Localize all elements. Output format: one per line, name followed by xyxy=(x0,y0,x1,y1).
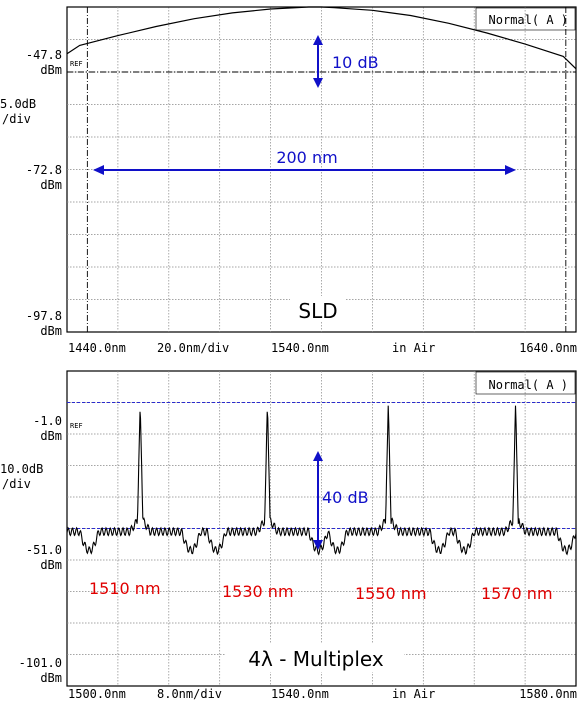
sld-200nm-arrow-head-left xyxy=(93,165,104,175)
mux-xtick-end: 1580.0nm xyxy=(519,687,577,701)
mux-scale-unit: /div xyxy=(2,477,31,491)
mux-40db-arrow-head-down xyxy=(313,540,323,550)
sld-spectrum-chart: Normal( A ) -47.8 dBm REF 5.0dB /div -72… xyxy=(0,6,577,355)
sld-ref-marker: REF xyxy=(70,60,83,68)
sld-xtick-medium: in Air xyxy=(392,341,435,355)
sld-mode-label: Normal( A ) xyxy=(489,13,568,27)
sld-ytick-top-value: -47.8 xyxy=(26,48,62,62)
mux-40db-arrow-head-up xyxy=(313,451,323,461)
mux-xtick-start: 1500.0nm xyxy=(68,687,126,701)
mux-ytick-bottom-unit: dBm xyxy=(40,671,62,685)
mux-ref-marker: REF xyxy=(70,422,83,430)
mux-peak-label-1550: 1550 nm xyxy=(355,584,427,603)
sld-mode-box xyxy=(475,7,576,31)
mux-label-bg xyxy=(226,644,404,672)
mux-ytick-mid-value: -51.0 xyxy=(26,543,62,557)
sld-xtick-center: 1540.0nm xyxy=(271,341,329,355)
mux-xtick-div: 8.0nm/div xyxy=(157,687,222,701)
multiplex-spectrum-chart: Normal( A ) -1.0 dBm REF 10.0dB /div -51… xyxy=(0,370,577,701)
mux-xtick-medium: in Air xyxy=(392,687,435,701)
sld-xtick-div: 20.0nm/div xyxy=(157,341,229,355)
sld-xtick-end: 1640.0nm xyxy=(519,341,577,355)
sld-200nm-label: 200 nm xyxy=(276,148,337,167)
mux-spectrum-trace xyxy=(66,405,577,556)
mux-ytick-bottom-value: -101.0 xyxy=(19,656,62,670)
sld-ytick-bottom-unit: dBm xyxy=(40,324,62,338)
sld-label-bg xyxy=(290,296,346,322)
sld-ytick-mid-value: -72.8 xyxy=(26,163,62,177)
sld-xtick-start: 1440.0nm xyxy=(68,341,126,355)
mux-scale-value: 10.0dB xyxy=(0,462,43,476)
mux-mode-label: Normal( A ) xyxy=(489,378,568,392)
sld-scale-value: 5.0dB xyxy=(0,97,36,111)
sld-ytick-top-unit: dBm xyxy=(40,63,62,77)
sld-200nm-arrow-head-right xyxy=(505,165,516,175)
mux-ytick-mid-unit: dBm xyxy=(40,558,62,572)
mux-ytick-top-unit: dBm xyxy=(40,429,62,443)
sld-spectrum-trace xyxy=(66,6,577,70)
mux-center-label: 4λ - Multiplex xyxy=(248,647,384,671)
sld-ytick-mid-unit: dBm xyxy=(40,178,62,192)
sld-ytick-bottom-value: -97.8 xyxy=(26,309,62,323)
mux-peak-label-1530: 1530 nm xyxy=(222,582,294,601)
sld-center-label: SLD xyxy=(298,299,337,323)
sld-scale-unit: /div xyxy=(2,112,31,126)
mux-peak-label-1510: 1510 nm xyxy=(89,579,161,598)
mux-xtick-center: 1540.0nm xyxy=(271,687,329,701)
mux-40db-label: 40 dB xyxy=(322,488,369,507)
mux-peak-label-1570: 1570 nm xyxy=(481,584,553,603)
sld-10db-arrow-head-down xyxy=(313,78,323,88)
mux-ytick-top-value: -1.0 xyxy=(33,414,62,428)
sld-10db-arrow-head-up xyxy=(313,35,323,45)
mux-mode-box xyxy=(475,371,576,395)
sld-10db-label: 10 dB xyxy=(332,53,379,72)
